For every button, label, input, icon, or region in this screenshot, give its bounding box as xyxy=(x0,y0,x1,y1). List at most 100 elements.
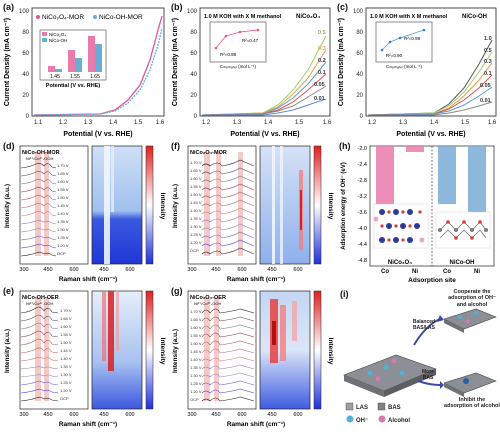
i-legend-oh-swatch xyxy=(346,415,354,423)
a-inset-bar-3 xyxy=(75,58,82,72)
g-pot-9: 1.25 V xyxy=(190,381,202,386)
e-pot-6: 1.40 V xyxy=(60,356,72,361)
a-legend-marker-0 xyxy=(36,15,40,19)
e-xtick-0: 300 xyxy=(19,412,28,418)
panel-b-label: (b) xyxy=(171,2,183,12)
g-pot-6: 1.40 V xyxy=(190,357,202,362)
c-conc-5: 0.01 xyxy=(480,98,491,104)
a-inset-xtick-2: 1.65 xyxy=(90,74,100,80)
g-ylabel: Intensity (a.u.) xyxy=(172,329,179,373)
h-ylabel: Adsorption energy of OH⁻ (eV) xyxy=(341,162,347,250)
e-sub: Ni³⁺/Co³⁺-OOH xyxy=(26,301,53,306)
f-xtick-0: 300 xyxy=(187,267,196,273)
panel-d: (d) NiCo-OH-MOR Ni³⁺/Co³⁺-OOH 1.7 xyxy=(0,140,168,285)
panel-h: (h) -2.0 -2.4 -2.8 -3.2 -3.6 -4.0 -4.4 -… xyxy=(336,140,500,285)
panel-d-chart: NiCo-OH-MOR Ni³⁺/Co³⁺-OOH 1.70 V 1.65 V … xyxy=(4,145,166,283)
panel-c: (c) 0 20 40 60 80 100 1.2 1.3 1.4 1.5 1.… xyxy=(334,0,500,140)
i-legend-las-swatch xyxy=(345,402,354,411)
g-xtick-2: 600 xyxy=(237,412,246,418)
a-inset-bar-2 xyxy=(68,50,75,72)
b-ytick-2: 40 xyxy=(190,72,197,78)
h-group-0: NiCo₂O₄ xyxy=(388,260,412,266)
e-xtick-1: 450 xyxy=(43,412,52,418)
b-xtick-0: 1.2 xyxy=(202,120,211,126)
f-pot-4: 1.50 V xyxy=(190,192,202,197)
e-pot-7: 1.35 V xyxy=(60,364,72,369)
d-pot-5: 1.45 V xyxy=(57,203,69,208)
i-arrow2b-text: BAS xyxy=(423,375,434,381)
g-sub: Ni³⁺/Co³⁺-OOH xyxy=(194,301,221,306)
i-legend-bas-swatch xyxy=(377,402,386,411)
panel-a-label: (a) xyxy=(3,2,14,12)
i-slab-top xyxy=(443,308,497,330)
c-xtick-3: 1.5 xyxy=(461,120,470,126)
d-pot-6: 1.40 V xyxy=(57,211,69,216)
c-xtick-1: 1.3 xyxy=(399,120,408,126)
d-heatmap xyxy=(91,145,143,265)
f-xlabel: Raman shift (cm⁻¹) xyxy=(227,276,285,283)
i-legend-las: LAS xyxy=(356,405,368,411)
d-sub: Ni³⁺/Co³⁺-OOH xyxy=(26,156,53,161)
a-ytick-2: 40 xyxy=(22,72,29,78)
b-title: 1.0 M KOH with X M methanol xyxy=(204,14,282,20)
a-ytick-1: 20 xyxy=(22,93,29,99)
panel-a-chart: 0 20 40 60 80 100 1.1 1.2 1.3 1.4 1.5 1.… xyxy=(4,7,165,138)
e-pot-10: 1.20 V xyxy=(60,388,72,393)
h-bar-nico2o4-ni xyxy=(406,146,424,152)
f-pot-0: 1.70 V xyxy=(190,160,202,165)
c-ylabel: Current Density (mA cm⁻²) xyxy=(338,18,345,106)
e-pot-1: 1.65 V xyxy=(60,316,72,321)
panel-i-diagram: Balanced BAS/LAS More BAS Cooperate the … xyxy=(343,289,500,424)
e-xtick2-0: 450 xyxy=(99,412,108,418)
h-site-1: Ni xyxy=(412,269,418,275)
f-pot-8: 1.30 V xyxy=(190,224,202,229)
panel-e-label: (e) xyxy=(3,286,14,296)
panel-g-chart: NiCo₂O₄-OER Ni³⁺/Co³⁺-OOH 1.70 V 1.65 V … xyxy=(172,290,334,428)
c-inset-r1: R²=0.99 xyxy=(404,36,421,41)
c-inset-r2: R²=0.90 xyxy=(386,53,403,58)
e-pot-4: 1.50 V xyxy=(60,340,72,345)
g-cbar-label: Intensity xyxy=(327,338,334,365)
f-pot-11: OCP xyxy=(190,248,199,253)
a-legend-1: NiCo-OH-MOR xyxy=(99,14,143,21)
h-xlabel: Adsorption site xyxy=(408,277,456,284)
e-pot-5: 1.45 V xyxy=(60,348,72,353)
i-legend-alcohol-swatch xyxy=(378,415,386,423)
e-xlabel: Raman shift (cm⁻¹) xyxy=(59,421,117,428)
h-structure-nico2o4 xyxy=(373,203,429,249)
f-pot-6: 1.40 V xyxy=(190,208,202,213)
h-ytick-4: -3.6 xyxy=(358,210,367,216)
f-xtick2-0: 450 xyxy=(267,267,276,273)
c-ytick-4: 80 xyxy=(356,30,363,36)
a-xtick-0: 1.1 xyxy=(34,120,43,126)
panel-d-label: (d) xyxy=(3,141,15,151)
f-pot-7: 1.35 V xyxy=(190,216,202,221)
d-xtick2-1: 600 xyxy=(125,267,134,273)
h-ytick-3: -3.2 xyxy=(358,194,367,200)
a-curve-nicooh xyxy=(33,27,163,116)
i-legend-alcohol: Alcohol xyxy=(388,418,410,424)
c-inset-xlabel: Cₘₑₜₕₐₙₒₗ (mol L⁻¹) xyxy=(386,64,422,69)
h-site-3: Ni xyxy=(474,269,480,275)
panel-g: (g) NiCo₂O₄-OER Ni³⁺/Co³⁺-OOH 1.70 V 1.6… xyxy=(168,285,336,430)
h-ytick-7: -4.8 xyxy=(358,258,367,264)
e-title: NiCo-OH-OER xyxy=(22,295,59,301)
d-xtick-1: 450 xyxy=(43,267,52,273)
a-inset-xlabel: Potential (V vs. RHE) xyxy=(46,83,101,89)
g-xlabel: Raman shift (cm⁻¹) xyxy=(227,421,285,428)
d-xlabel: Raman shift (cm⁻¹) xyxy=(59,276,117,283)
c-ytick-2: 40 xyxy=(356,72,363,78)
a-inset-bar-5 xyxy=(95,44,102,72)
d-xtick-0: 300 xyxy=(19,267,28,273)
i-legend-bas: BAS xyxy=(388,405,401,411)
i-slab-bottom xyxy=(443,372,497,394)
f-pot-9: 1.25 V xyxy=(190,232,202,237)
a-inset-xtick-0: 1.45 xyxy=(50,74,60,80)
d-pot-9: 1.25 V xyxy=(57,235,69,240)
d-pot-4: 1.50 V xyxy=(57,195,69,200)
b-conc-2: 0.2 xyxy=(318,58,326,64)
panel-c-chart: 0 20 40 60 80 100 1.2 1.3 1.4 1.5 1.6 Po… xyxy=(338,7,497,138)
d-cbar-label: Intensity xyxy=(159,193,166,220)
d-pot-10: 1.20 V xyxy=(57,243,69,248)
f-title: NiCo₂O₄-MOR xyxy=(190,150,227,156)
